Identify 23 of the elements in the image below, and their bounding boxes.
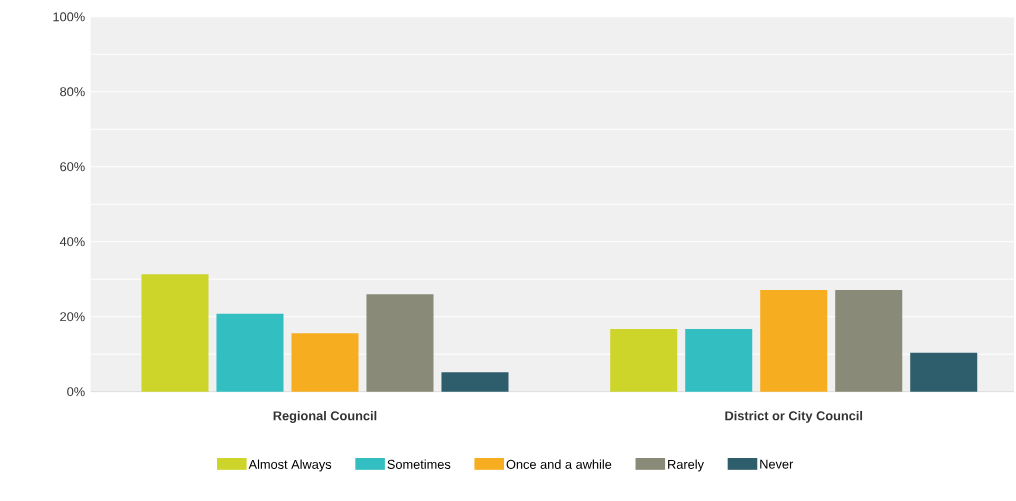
bar <box>760 289 828 392</box>
bar <box>910 352 978 392</box>
x-tick-label: District or City Council <box>725 410 863 423</box>
y-tick-label: 0% <box>67 387 85 397</box>
legend-label: Never <box>760 459 794 469</box>
x-tick-label: Regional Council <box>273 410 377 423</box>
legend-label: Almost Always <box>248 459 332 472</box>
bar <box>141 274 209 392</box>
bar <box>291 333 359 392</box>
y-tick-label: 100% <box>53 12 85 22</box>
bar <box>835 289 903 392</box>
y-tick-label: 40% <box>59 237 85 247</box>
legend-label: Once and a awhile <box>506 459 612 469</box>
bar <box>685 328 753 392</box>
y-tick-label: 80% <box>60 87 85 97</box>
y-tick-label: 20% <box>60 312 85 322</box>
bar <box>366 294 434 392</box>
bar <box>610 328 678 392</box>
bar <box>441 372 509 392</box>
legend-label: Rarely <box>668 459 704 472</box>
y-tick-label: 60% <box>60 162 85 172</box>
legend-label: Sometimes <box>387 459 451 469</box>
bar <box>216 313 284 392</box>
